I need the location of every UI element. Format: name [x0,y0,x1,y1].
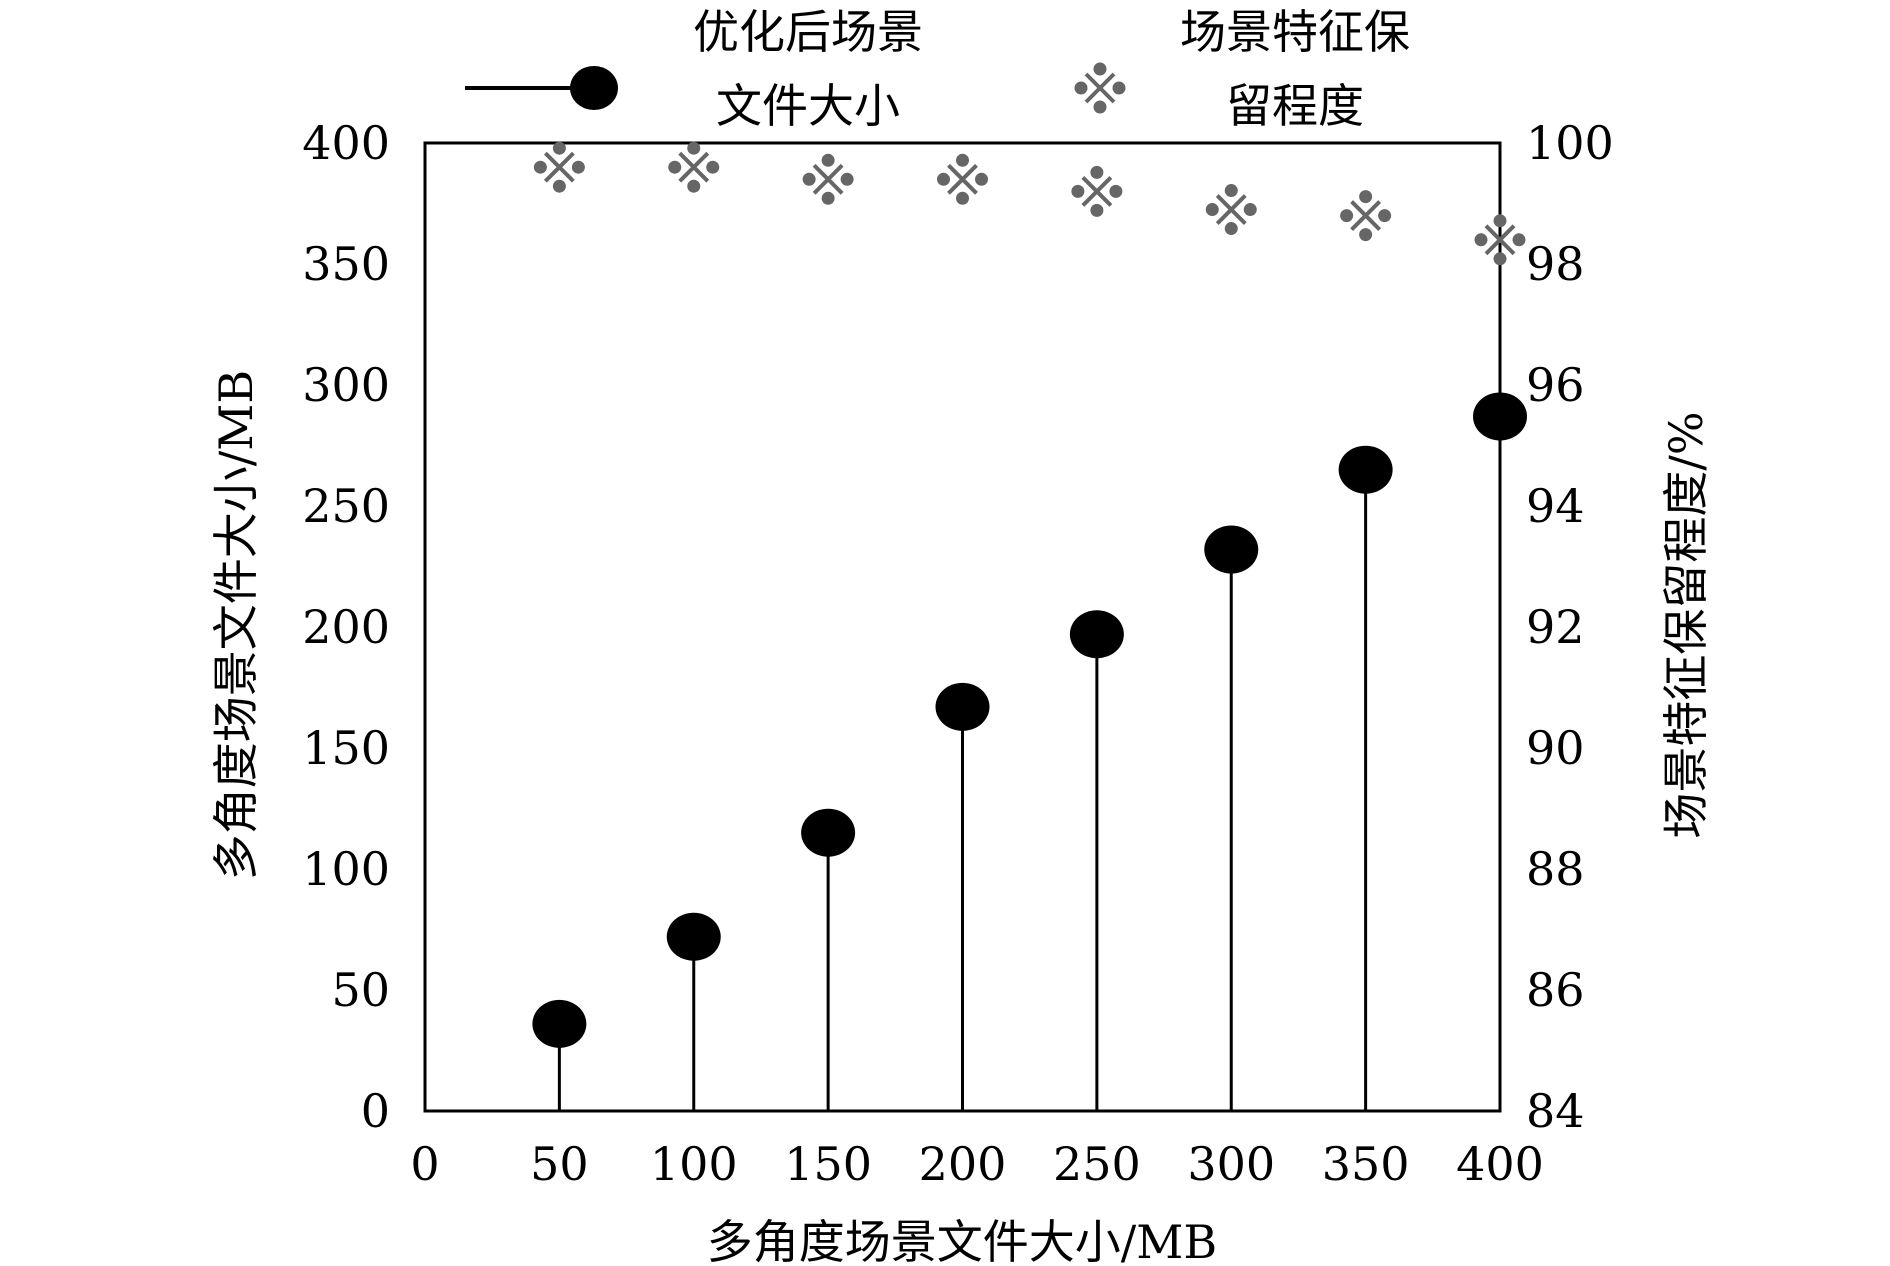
stem-point [1338,445,1393,494]
y-axis-ticks: 0 50 100 150 200 250 300 350 400 [302,116,390,1138]
stem-point [666,912,721,961]
legend-label-retention-line2: 留程度 [1226,79,1364,133]
legend-entry-file-size: 优化后场景 文件大小 [465,5,923,133]
y2-tick-label: 88 [1526,842,1585,896]
x-tick-label: 0 [410,1137,439,1191]
y-tick-label: 350 [302,237,390,291]
y2-tick-label: 90 [1526,721,1585,775]
y-axis-title: 多角度场景文件大小/MB [209,370,263,880]
x-tick-label: 150 [784,1137,872,1191]
y-tick-label: 400 [302,116,390,170]
x-tick-label: 400 [1456,1137,1544,1191]
legend-marker-symbol [1074,62,1126,114]
legend-label-retention-line1: 场景特征保 [1180,5,1410,59]
y-tick-label: 50 [331,963,390,1017]
retention-point [533,141,585,193]
x-axis-ticks: 0 50 100 150 200 250 300 350 400 [410,1137,1544,1191]
series-file-size [532,392,1527,1111]
y2-tick-label: 100 [1526,116,1614,170]
y-tick-label: 200 [302,600,390,654]
x-tick-label: 100 [650,1137,738,1191]
x-tick-label: 300 [1187,1137,1275,1191]
retention-point [668,141,720,193]
legend-dot-swatch [570,66,618,110]
x-tick-label: 250 [1053,1137,1141,1191]
retention-point [1205,184,1257,236]
stem-point [1473,392,1527,441]
y2-tick-label: 98 [1526,237,1585,291]
y2-axis-ticks: 84 86 88 90 92 94 96 98 100 [1526,116,1614,1138]
y2-tick-label: 86 [1526,963,1585,1017]
series-retention [533,141,1526,266]
y2-tick-label: 94 [1526,479,1585,533]
y-tick-label: 150 [302,721,390,775]
x-tick-label: 200 [919,1137,1007,1191]
retention-point [937,153,988,205]
y2-tick-label: 96 [1526,358,1585,412]
stem-point [935,682,990,731]
y-tick-label: 250 [302,479,390,533]
y2-tick-label: 92 [1526,600,1585,654]
x-tick-label: 350 [1322,1137,1410,1191]
x-axis-title: 多角度场景文件大小/MB [707,1215,1217,1266]
retention-point [802,153,854,205]
y2-tick-label: 84 [1526,1084,1585,1138]
x-tick-label: 50 [530,1137,589,1191]
retention-point [1071,165,1123,217]
stem-point [1204,525,1259,574]
retention-point [1340,190,1392,242]
y-tick-label: 0 [361,1084,390,1138]
legend-marker-swatch [1074,62,1126,114]
retention-point [1474,214,1526,266]
y2-axis-title: 场景特征保留程度/% [1659,411,1713,838]
legend-label-file-size-line2: 文件大小 [716,79,900,133]
y-tick-label: 300 [302,358,390,412]
stem-point [801,808,856,857]
stem-point [1069,610,1124,659]
legend-label-file-size-line1: 优化后场景 [693,5,923,59]
y-tick-label: 100 [302,842,390,896]
legend-entry-retention: 场景特征保 留程度 [1074,5,1410,133]
legend: 优化后场景 文件大小 场景特征保 留程度 [465,5,1410,133]
stem-point [532,999,587,1048]
